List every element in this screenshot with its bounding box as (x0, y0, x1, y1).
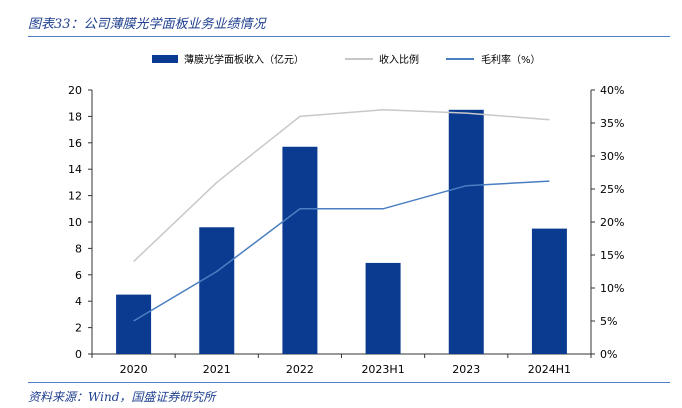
legend-label-revenue: 薄膜光学面板收入（亿元） (184, 53, 304, 66)
right-tick-label: 20% (600, 216, 624, 229)
legend-label-margin: 毛利率（%） (481, 53, 541, 66)
left-tick-label: 12 (68, 190, 82, 203)
revenue-bar (199, 227, 235, 354)
right-tick-label: 5% (600, 315, 617, 328)
right-tick-label: 15% (600, 249, 624, 262)
right-tick-label: 40% (600, 84, 624, 97)
line-series (133, 109, 550, 322)
revenue-bar (365, 262, 401, 354)
left-tick-label: 2 (75, 322, 82, 335)
left-tick-label: 20 (68, 84, 82, 97)
left-tick-label: 10 (68, 216, 82, 229)
x-tick-label: 2023H1 (361, 363, 404, 376)
legend: 薄膜光学面板收入（亿元） 收入比例 毛利率（%） (152, 53, 541, 66)
left-tick-label: 4 (75, 295, 82, 308)
revenue-bar (531, 228, 567, 354)
x-tick-label: 2021 (203, 363, 231, 376)
x-tick-label: 2022 (286, 363, 314, 376)
revenue-bar (448, 109, 484, 354)
axes: 0 2 4 6 8 10 12 14 16 18 20 0% 5% 10% 15% 20% 25% 30% 35% 4… (68, 84, 624, 376)
right-tick-label: 35% (600, 117, 624, 130)
left-tick-label: 14 (68, 163, 82, 176)
revenue-share-line (133, 109, 550, 263)
revenue-bar (116, 294, 152, 354)
source-rule (28, 382, 670, 383)
left-tick-label: 18 (68, 110, 82, 123)
right-tick-label: 0% (600, 348, 617, 361)
x-tick-label: 2020 (120, 363, 148, 376)
left-tick-label: 0 (75, 348, 82, 361)
revenue-bar (282, 146, 318, 354)
legend-swatch-revenue (152, 55, 178, 63)
right-tick-label: 25% (600, 183, 624, 196)
right-tick-label: 10% (600, 282, 624, 295)
left-tick-label: 6 (75, 269, 82, 282)
left-tick-label: 16 (68, 137, 82, 150)
x-tick-label: 2023 (452, 363, 480, 376)
legend-label-share: 收入比例 (379, 53, 419, 66)
left-tick-label: 8 (75, 242, 82, 255)
gross-margin-line (133, 180, 550, 322)
figure-title: 图表33：公司薄膜光学面板业务业绩情况 (28, 17, 266, 32)
bar-series (116, 109, 567, 354)
title-rule (28, 36, 670, 37)
source-note: 资料来源：Wind，国盛证券研究所 (28, 390, 216, 404)
x-tick-label: 2024H1 (528, 363, 571, 376)
right-tick-label: 30% (600, 150, 624, 163)
